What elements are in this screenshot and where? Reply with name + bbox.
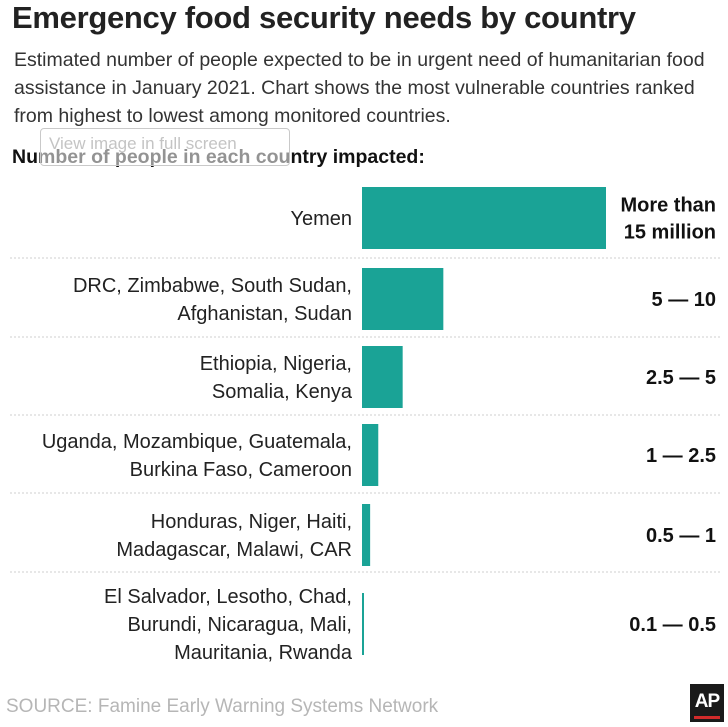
chart-subtitle: Estimated number of people expected to b… [14, 49, 705, 127]
bar-5 [362, 593, 364, 655]
range-label: More than [620, 195, 716, 217]
range-label: 5 — 10 [652, 289, 716, 311]
bar-3 [362, 424, 379, 486]
range-label: 0.1 — 0.5 [629, 614, 716, 636]
chart-title: Emergency food security needs by country [12, 0, 636, 35]
country-label: Ethiopia, Nigeria, [200, 353, 352, 375]
country-label: Mauritania, Rwanda [174, 642, 353, 664]
bar-4 [362, 504, 371, 566]
range-label: 2.5 — 5 [646, 367, 716, 389]
country-label: Afghanistan, Sudan [177, 303, 352, 325]
bar-2 [362, 346, 403, 408]
source-note: SOURCE: Famine Early Warning Systems Net… [6, 696, 439, 717]
ap-logo-accent [694, 716, 720, 719]
country-label: Yemen [290, 208, 352, 230]
range-label: 0.5 — 1 [646, 525, 716, 547]
country-label: El Salvador, Lesotho, Chad, [104, 586, 352, 608]
view-full-screen-overlay[interactable]: View image in full screen [40, 128, 290, 166]
bar-1 [362, 268, 444, 330]
country-label: Somalia, Kenya [212, 381, 353, 403]
country-label: Burkina Faso, Cameroon [130, 459, 352, 481]
ap-logo-text: AP [694, 691, 720, 712]
country-label: Uganda, Mozambique, Guatemala, [42, 431, 352, 453]
bar-0 [362, 187, 606, 249]
range-label: 1 — 2.5 [646, 445, 716, 467]
ap-logo: AP [690, 684, 724, 722]
range-label: 15 million [624, 222, 716, 244]
country-label: Madagascar, Malawi, CAR [116, 539, 352, 561]
country-label: DRC, Zimbabwe, South Sudan, [73, 275, 352, 297]
country-label: Burundi, Nicaragua, Mali, [127, 614, 352, 636]
country-label: Honduras, Niger, Haiti, [151, 511, 352, 533]
